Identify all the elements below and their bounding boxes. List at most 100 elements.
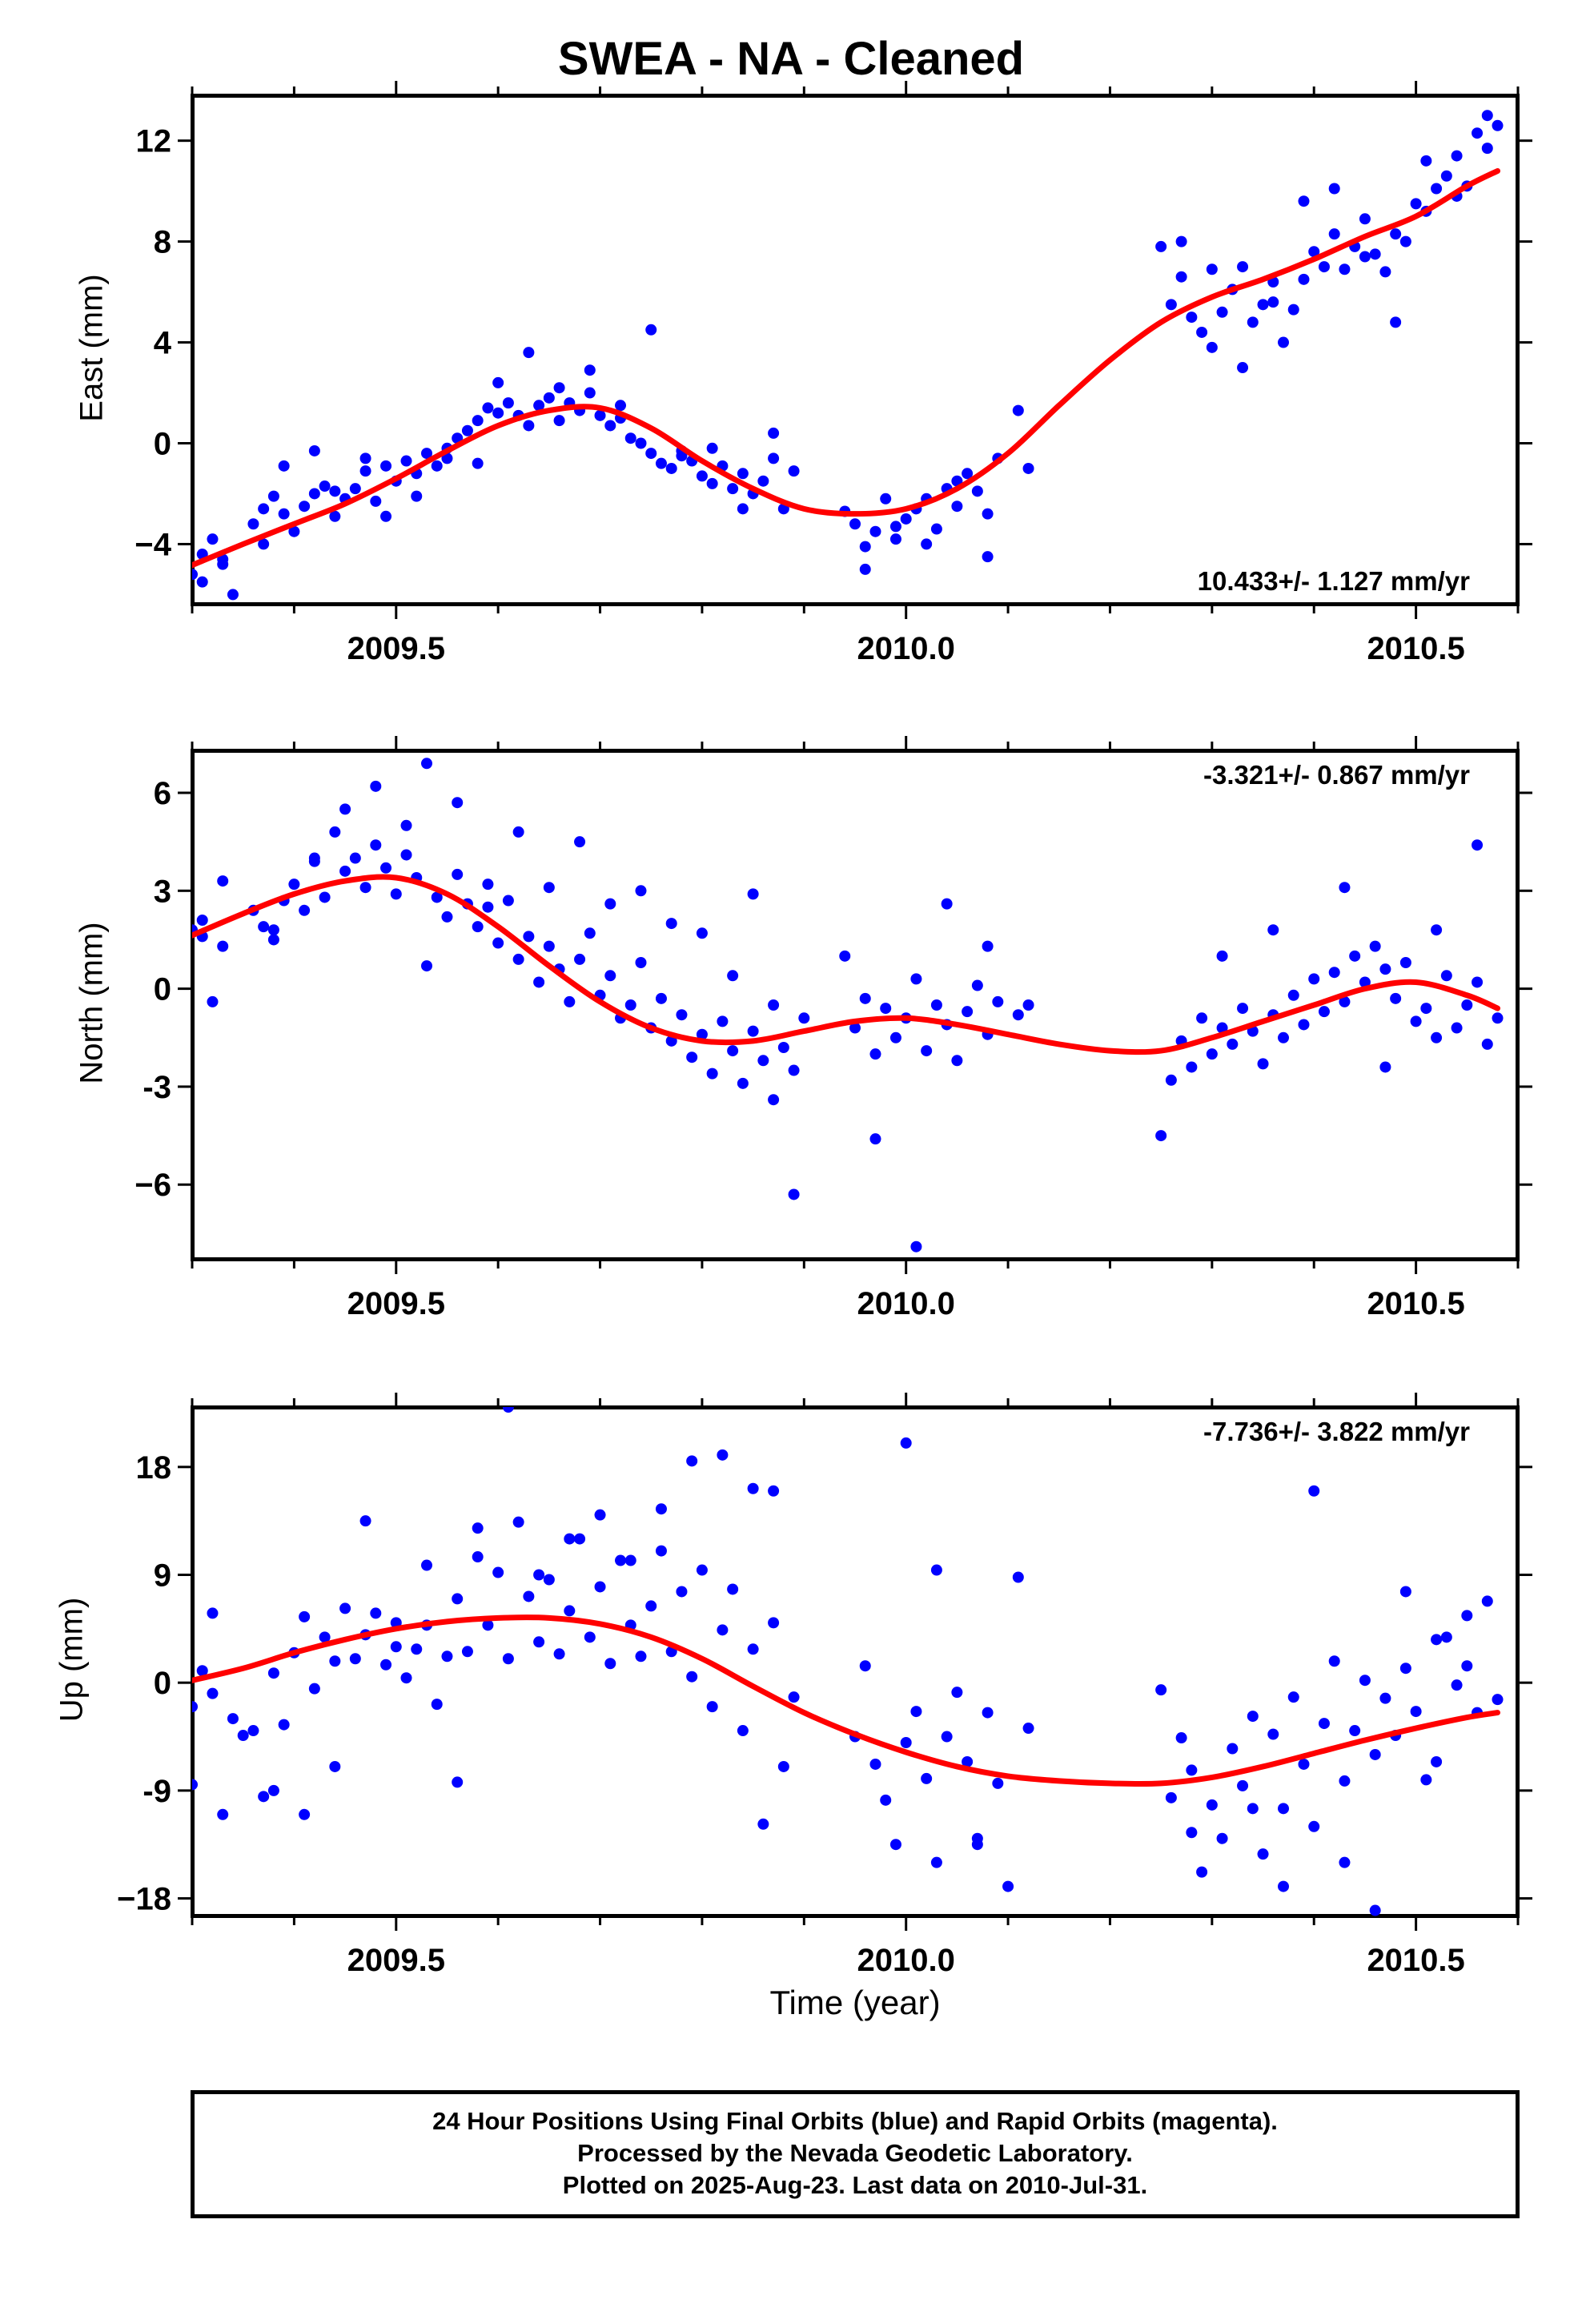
- north-data-point: [1492, 1012, 1504, 1024]
- north-x-tick-label: 2010.0: [857, 1286, 955, 1321]
- up-data-point: [1481, 1595, 1493, 1607]
- up-data-point: [1237, 1779, 1249, 1791]
- up-data-point: [1349, 1725, 1361, 1737]
- north-data-point: [706, 1068, 718, 1080]
- north-data-point: [727, 1045, 739, 1057]
- north-data-point: [635, 885, 647, 897]
- up-data-point: [267, 1667, 279, 1679]
- east-fit-line: [192, 167, 1501, 569]
- north-data-point: [1390, 992, 1402, 1004]
- east-data-point: [1440, 170, 1452, 182]
- up-data-point: [441, 1651, 453, 1663]
- north-y-tick-label: -3: [143, 1070, 171, 1105]
- north-data-point: [1420, 1003, 1432, 1015]
- north-data-point: [910, 973, 922, 985]
- east-data-point: [584, 387, 596, 399]
- east-data-point: [1247, 316, 1259, 328]
- north-data-point: [492, 937, 504, 949]
- east-data-point: [665, 462, 677, 474]
- east-data-point: [411, 490, 423, 502]
- east-data-point: [757, 475, 769, 487]
- north-data-point: [1399, 957, 1411, 968]
- east-data-point: [359, 452, 371, 464]
- east-data-point: [1165, 299, 1177, 311]
- north-data-point: [1237, 1003, 1249, 1015]
- east-data-point: [1379, 266, 1391, 278]
- up-data-point: [258, 1791, 270, 1803]
- up-data-point: [594, 1581, 606, 1593]
- up-data-point: [278, 1719, 290, 1731]
- north-data-point: [635, 957, 647, 968]
- east-data-point: [492, 407, 504, 419]
- up-data-point: [370, 1607, 382, 1619]
- up-data-point: [217, 1808, 229, 1820]
- up-data-point: [1175, 1732, 1187, 1744]
- north-y-tick-label: 0: [154, 972, 171, 1007]
- north-data-point: [717, 1015, 729, 1027]
- east-data-point: [1339, 263, 1351, 275]
- up-data-point: [941, 1731, 953, 1743]
- east-data-point: [1451, 150, 1463, 162]
- north-data-point: [1339, 995, 1351, 1007]
- east-data-point: [543, 392, 555, 404]
- up-data-point: [594, 1509, 606, 1521]
- up-fit-line: [192, 1614, 1501, 1787]
- up-data-point: [869, 1758, 881, 1770]
- east-data-point: [768, 452, 780, 464]
- east-data-point: [1237, 261, 1249, 273]
- north-data-point: [869, 1133, 881, 1145]
- up-data-point: [1012, 1571, 1024, 1583]
- up-data-point: [676, 1586, 688, 1598]
- up-data-point: [1257, 1848, 1269, 1860]
- east-data-point: [706, 477, 718, 489]
- up-data-point: [1410, 1706, 1422, 1718]
- east-data-point: [696, 470, 708, 482]
- up-data-point: [512, 1516, 524, 1528]
- north-panel-frame: [191, 749, 1520, 1261]
- north-data-point: [1165, 1074, 1177, 1086]
- north-data-point: [502, 895, 514, 907]
- up-data-point: [553, 1648, 565, 1660]
- east-data-point: [431, 460, 443, 472]
- north-y-tick-label: 3: [154, 874, 171, 909]
- north-data-point: [176, 963, 187, 975]
- east-data-point: [1022, 462, 1034, 474]
- east-data-point: [380, 510, 392, 522]
- east-data-point: [1298, 195, 1310, 207]
- up-data-point: [574, 1533, 586, 1545]
- up-data-point: [727, 1583, 739, 1595]
- east-data-point: [1186, 312, 1198, 324]
- east-data-point: [921, 538, 933, 550]
- up-data-point: [1247, 1711, 1259, 1723]
- east-data-point: [1206, 263, 1218, 275]
- north-data-point: [512, 826, 524, 838]
- north-data-point: [329, 826, 341, 838]
- north-data-point: [370, 780, 382, 792]
- east-data-point: [553, 382, 565, 394]
- up-data-point: [747, 1482, 759, 1494]
- east-data-point: [615, 400, 627, 412]
- east-data-point: [900, 513, 912, 525]
- up-data-point: [777, 1760, 789, 1772]
- east-data-point: [502, 397, 514, 409]
- north-data-point: [1339, 882, 1351, 894]
- north-y-tick-label: −6: [135, 1168, 171, 1203]
- east-data-point: [1155, 240, 1167, 252]
- east-data-point: [278, 460, 290, 472]
- east-data-point: [196, 576, 208, 588]
- east-data-point: [553, 415, 565, 427]
- east-y-tick-label: 8: [154, 225, 171, 260]
- north-data-point: [747, 1025, 759, 1037]
- north-data-point: [512, 953, 524, 965]
- north-data-point: [308, 852, 320, 864]
- north-data-point: [472, 921, 484, 933]
- east-data-point: [329, 485, 341, 497]
- up-data-point: [192, 1779, 198, 1791]
- north-data-point: [574, 953, 586, 965]
- north-data-point: [1206, 1048, 1218, 1060]
- up-data-point: [1206, 1799, 1218, 1811]
- up-data-point: [339, 1602, 351, 1614]
- up-data-point: [1002, 1880, 1014, 1892]
